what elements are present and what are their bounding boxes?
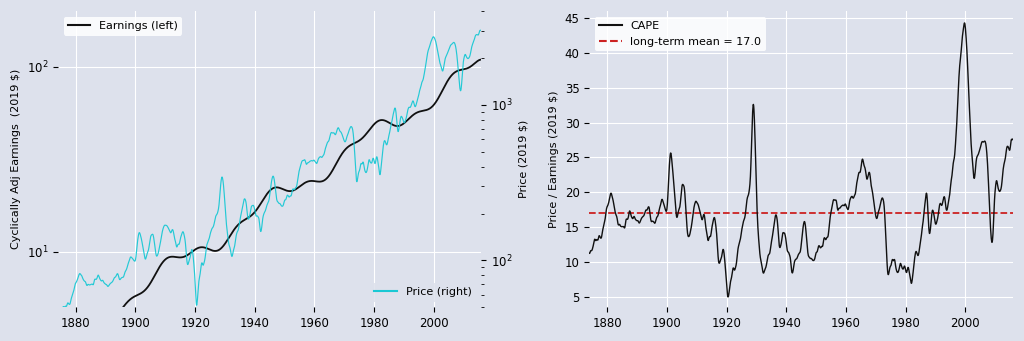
Y-axis label: Cyclically Adj Earnings  (2019 $): Cyclically Adj Earnings (2019 $) — [11, 69, 22, 249]
Y-axis label: Price / Earnings (2019 $): Price / Earnings (2019 $) — [549, 90, 559, 228]
Legend: Earnings (left): Earnings (left) — [63, 17, 182, 35]
Y-axis label: Price (2019 $): Price (2019 $) — [518, 120, 528, 198]
Legend: Price (right): Price (right) — [370, 283, 476, 301]
Legend: CAPE, long-term mean = 17.0: CAPE, long-term mean = 17.0 — [595, 17, 766, 51]
